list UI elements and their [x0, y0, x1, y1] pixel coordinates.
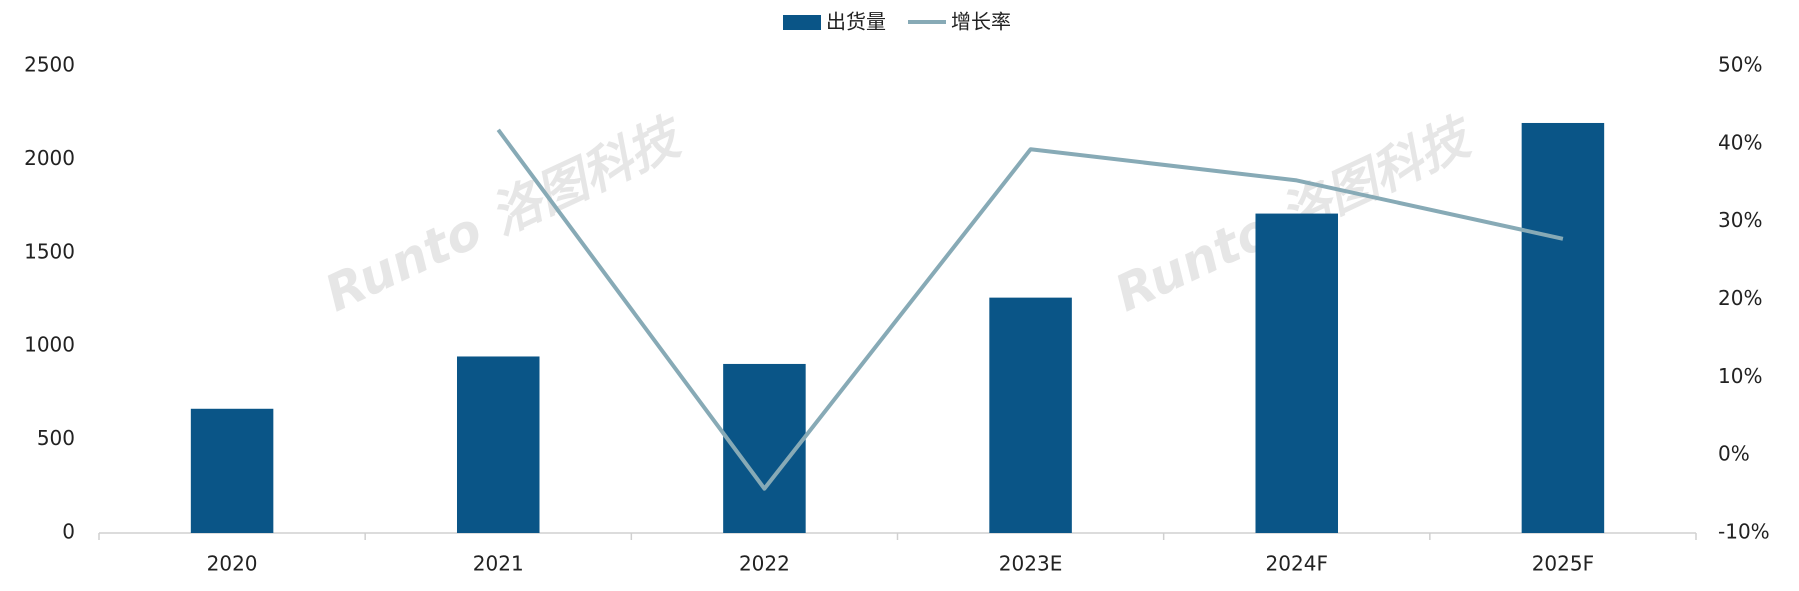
x-tick-label: 2024F — [1266, 552, 1328, 576]
y-tick-label: 500 — [37, 426, 75, 450]
y2-tick-label: 30% — [1718, 208, 1762, 232]
bar — [190, 408, 274, 533]
x-tick-label: 2021 — [473, 552, 524, 576]
bar — [989, 297, 1072, 533]
y2-tick-label: -10% — [1718, 520, 1770, 544]
x-tick-label: 2020 — [207, 552, 258, 576]
y-tick-label: 2000 — [24, 146, 75, 170]
y-tick-label: 1500 — [24, 239, 75, 263]
bar — [1521, 122, 1605, 533]
x-tick-label: 2022 — [739, 552, 790, 576]
y2-tick-label: 40% — [1718, 130, 1762, 154]
x-tick-label: 2025F — [1532, 552, 1594, 576]
bar — [456, 356, 540, 533]
y2-tick-label: 0% — [1718, 442, 1750, 466]
y2-tick-label: 20% — [1718, 286, 1762, 310]
y2-tick-label: 10% — [1718, 364, 1762, 388]
y2-tick-label: 50% — [1718, 53, 1762, 77]
line — [496, 128, 1564, 491]
y-tick-label: 0 — [62, 520, 75, 544]
legend-label: 出货量 — [826, 10, 886, 34]
legend-label: 增长率 — [951, 10, 1011, 34]
bar — [1255, 213, 1339, 533]
legend-swatch — [783, 15, 821, 30]
y-tick-label: 2500 — [24, 53, 75, 77]
x-tick-label: 2023E — [999, 552, 1063, 576]
y-tick-label: 1000 — [24, 333, 75, 357]
